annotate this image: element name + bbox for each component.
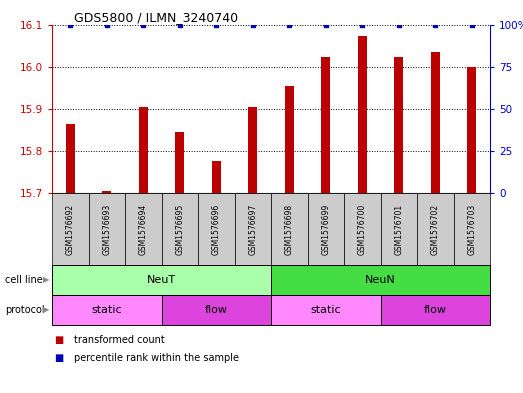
Bar: [358, 35, 367, 193]
Bar: [285, 86, 294, 193]
Point: [431, 22, 439, 28]
Text: flow: flow: [204, 305, 228, 315]
Point: [322, 22, 330, 28]
Text: ■: ■: [54, 353, 64, 363]
Text: GSM1576692: GSM1576692: [66, 204, 75, 255]
Text: GSM1576697: GSM1576697: [248, 203, 257, 255]
Point: [285, 22, 293, 28]
Text: protocol: protocol: [5, 305, 45, 315]
Point: [358, 22, 367, 28]
Point: [212, 22, 220, 28]
Bar: [102, 191, 111, 193]
Point: [103, 22, 111, 28]
Text: GSM1576695: GSM1576695: [175, 203, 184, 255]
Text: GSM1576701: GSM1576701: [394, 204, 403, 255]
Bar: [430, 52, 440, 193]
Text: GSM1576699: GSM1576699: [321, 203, 330, 255]
Bar: [248, 107, 257, 193]
Text: transformed count: transformed count: [74, 335, 165, 345]
Text: ■: ■: [54, 335, 64, 345]
Text: NeuN: NeuN: [365, 275, 396, 285]
Text: ▶: ▶: [43, 305, 49, 314]
Bar: [175, 132, 184, 193]
Text: percentile rank within the sample: percentile rank within the sample: [74, 353, 240, 363]
Point: [66, 22, 74, 28]
Text: GSM1576702: GSM1576702: [431, 204, 440, 255]
Point: [248, 22, 257, 28]
Point: [139, 22, 147, 28]
Text: NeuT: NeuT: [147, 275, 176, 285]
Text: static: static: [311, 305, 341, 315]
Text: ▶: ▶: [43, 275, 49, 285]
Bar: [394, 57, 403, 193]
Text: GSM1576700: GSM1576700: [358, 203, 367, 255]
Text: GSM1576698: GSM1576698: [285, 204, 294, 255]
Text: flow: flow: [424, 305, 447, 315]
Text: GSM1576696: GSM1576696: [212, 203, 221, 255]
Point: [394, 22, 403, 28]
Text: GSM1576693: GSM1576693: [103, 203, 111, 255]
Bar: [139, 107, 148, 193]
Text: cell line: cell line: [5, 275, 43, 285]
Point: [468, 22, 476, 28]
Bar: [66, 124, 75, 193]
Text: GSM1576703: GSM1576703: [467, 203, 476, 255]
Bar: [212, 162, 221, 193]
Point: [176, 22, 184, 28]
Bar: [321, 57, 331, 193]
Text: static: static: [92, 305, 122, 315]
Text: GDS5800 / ILMN_3240740: GDS5800 / ILMN_3240740: [74, 11, 238, 24]
Bar: [467, 67, 476, 193]
Text: GSM1576694: GSM1576694: [139, 203, 148, 255]
